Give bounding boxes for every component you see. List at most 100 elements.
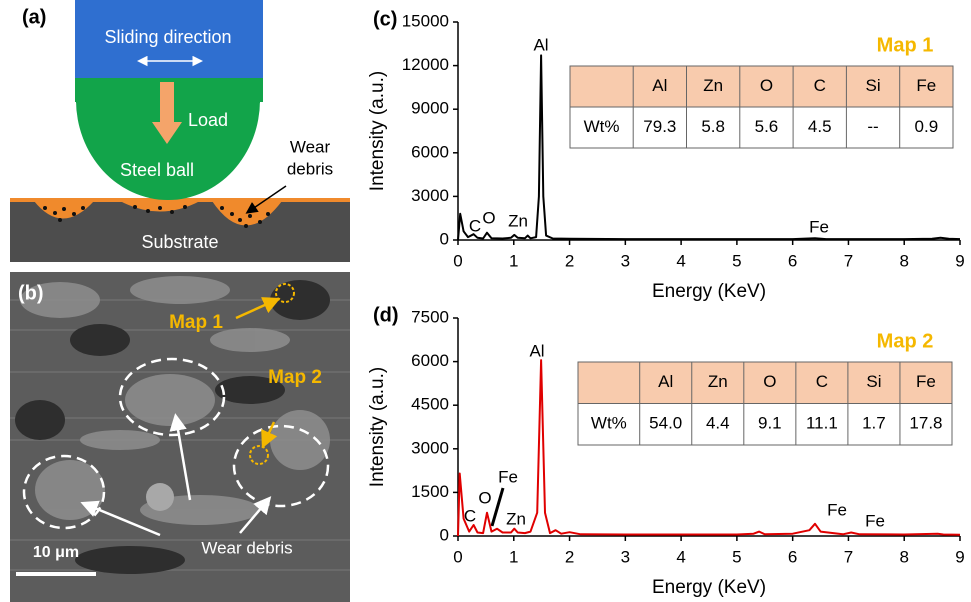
label: Sliding direction [104, 27, 231, 47]
y-axis-title: Intensity (a.u.) [367, 367, 388, 487]
x-tick-label: 0 [453, 251, 462, 270]
y-tick-label: 12000 [402, 55, 449, 74]
y-axis-title: Intensity (a.u.) [367, 71, 388, 191]
peak-label: Fe [827, 500, 847, 519]
y-tick-label: 6000 [411, 142, 449, 161]
table-cell: 4.4 [706, 414, 730, 433]
x-tick-label: 4 [676, 251, 685, 270]
table-header: O [760, 76, 773, 95]
x-tick-label: 7 [844, 251, 853, 270]
panel-label: (d) [373, 304, 399, 326]
table-cell: 54.0 [649, 414, 682, 433]
peak-label: Fe [809, 217, 829, 236]
x-axis-title: Energy (KeV) [652, 281, 766, 302]
spectrum-line [457, 54, 961, 241]
y-tick-label: 0 [440, 525, 449, 544]
table-header: Fe [916, 372, 936, 391]
x-tick-label: 8 [899, 547, 908, 566]
table-cell: 4.5 [808, 117, 832, 136]
x-tick-label: 3 [621, 547, 630, 566]
x-tick-label: 2 [565, 547, 574, 566]
table-header: Si [865, 76, 880, 95]
x-tick-label: 9 [955, 251, 964, 270]
x-tick-label: 5 [732, 251, 741, 270]
table-header: Al [652, 76, 667, 95]
x-tick-label: 3 [621, 251, 630, 270]
y-tick-label: 1500 [411, 482, 449, 501]
label: Map 2 [268, 367, 322, 388]
y-tick-label: 9000 [411, 99, 449, 118]
table-row-label: Wt% [584, 117, 620, 136]
y-tick-label: 3000 [411, 438, 449, 457]
x-tick-label: 8 [899, 251, 908, 270]
sem-image [10, 272, 350, 602]
x-tick-label: 5 [732, 547, 741, 566]
table-row-label: Wt% [591, 414, 627, 433]
x-tick-label: 2 [565, 251, 574, 270]
table-header: Zn [703, 76, 723, 95]
table-header: C [816, 372, 828, 391]
y-tick-label: 7500 [411, 307, 449, 326]
peak-label: Fe [498, 467, 518, 486]
label: debris [287, 159, 333, 178]
table-header-bg [570, 66, 953, 107]
steel-ball [76, 100, 260, 200]
x-tick-label: 6 [788, 547, 797, 566]
panel-label: (a) [22, 6, 46, 28]
label: Wear [290, 137, 331, 156]
table-body-bg [578, 403, 952, 445]
peak-label: Al [529, 341, 544, 360]
table-cell: -- [867, 117, 878, 136]
peak-label: Fe [865, 511, 885, 530]
x-tick-label: 1 [509, 547, 518, 566]
scale-label: 10 μm [33, 544, 79, 561]
peak-label: Zn [506, 509, 526, 528]
table-cell: 11.1 [806, 414, 838, 433]
peak-label: O [478, 488, 491, 507]
x-tick-label: 4 [676, 547, 685, 566]
y-tick-label: 0 [440, 229, 449, 248]
peak-label: O [482, 208, 495, 227]
peak-label: Zn [508, 211, 528, 230]
x-axis-title: Energy (KeV) [652, 577, 766, 598]
y-tick-label: 6000 [411, 351, 449, 370]
table-cell: 1.7 [862, 414, 886, 433]
y-tick-label: 3000 [411, 186, 449, 205]
map-title: Map 1 [877, 34, 934, 56]
table-header: Al [658, 372, 673, 391]
x-tick-label: 7 [844, 547, 853, 566]
table-body-bg [570, 107, 953, 148]
table-header: Zn [708, 372, 728, 391]
table-cell: 5.8 [701, 117, 725, 136]
table-cell: 5.6 [755, 117, 779, 136]
y-tick-label: 15000 [402, 11, 449, 30]
table-header: O [763, 372, 776, 391]
panel-label: (c) [373, 8, 397, 30]
peak-label: C [469, 216, 481, 235]
x-tick-label: 1 [509, 251, 518, 270]
map-title: Map 2 [877, 330, 934, 352]
table-header: Fe [916, 76, 936, 95]
table-header: Si [866, 372, 881, 391]
y-tick-label: 4500 [411, 395, 449, 414]
x-tick-label: 9 [955, 547, 964, 566]
table-cell: 17.8 [909, 414, 942, 433]
annotation-line [490, 487, 505, 527]
x-tick-label: 0 [453, 547, 462, 566]
table-header: C [814, 76, 826, 95]
panel-label: (b) [18, 282, 44, 304]
table-cell: 9.1 [758, 414, 782, 433]
table-header-bg [578, 362, 952, 404]
x-tick-label: 6 [788, 251, 797, 270]
table-cell: 79.3 [643, 117, 676, 136]
label: Wear debris [201, 538, 292, 557]
peak-label: C [464, 506, 476, 525]
schematic [10, 0, 350, 262]
label: Steel ball [120, 160, 194, 180]
spectrum-line [457, 359, 961, 537]
label: Substrate [141, 232, 218, 252]
table-cell: 0.9 [915, 117, 939, 136]
peak-label: Al [533, 35, 548, 54]
label: Load [188, 110, 228, 130]
